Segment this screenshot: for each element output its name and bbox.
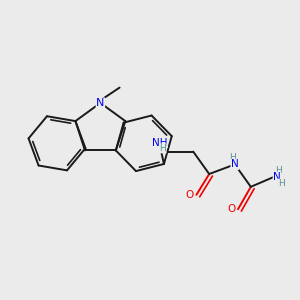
Text: H: H [159,144,166,153]
Text: O: O [227,204,236,214]
Text: N: N [273,172,281,182]
Text: H: H [274,166,281,175]
Text: N: N [96,98,105,108]
Text: NH: NH [152,138,167,148]
Text: N: N [231,159,239,170]
Text: O: O [185,190,194,200]
Text: H: H [278,179,285,188]
Text: H: H [229,153,236,162]
